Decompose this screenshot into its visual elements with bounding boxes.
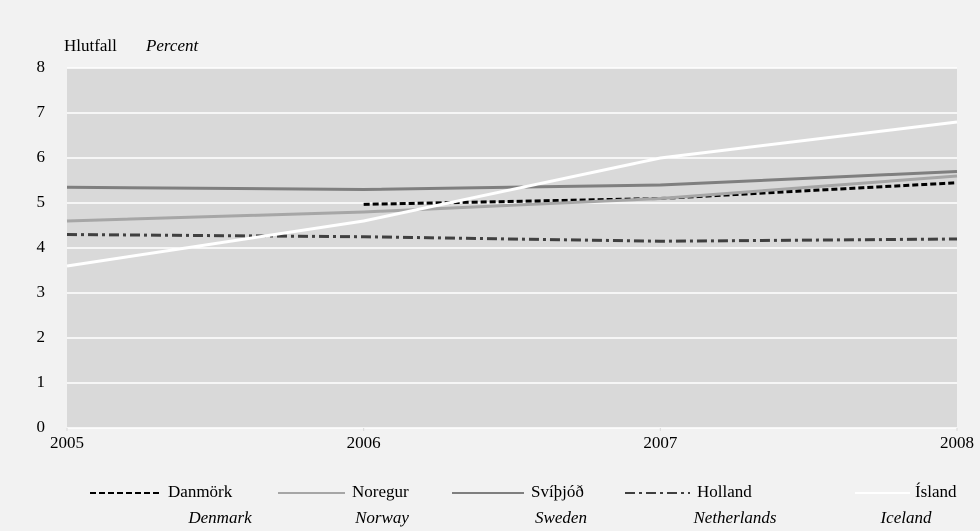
x-tick-label: 2006 (347, 433, 381, 452)
series-line (66, 233, 958, 243)
y-tick-label: 2 (37, 327, 46, 346)
y-tick-label: 6 (37, 147, 46, 166)
y-tick-label: 5 (37, 192, 46, 211)
series-line (66, 174, 958, 223)
legend-label-en: Sweden (535, 508, 587, 527)
legend-label-en: Iceland (880, 508, 932, 527)
legend-label: Danmörk (168, 482, 233, 501)
legend-label: Noregur (352, 482, 409, 501)
y-tick-label: 1 (37, 372, 46, 391)
series-line (66, 120, 958, 268)
y-tick-label: 0 (37, 417, 46, 436)
y-axis-label-en: Percent (145, 36, 200, 55)
x-tick-label: 2008 (940, 433, 974, 452)
legend-label-en: Norway (354, 508, 409, 527)
x-tick-label: 2007 (643, 433, 678, 452)
legend-label: Svíþjóð (531, 482, 584, 501)
series-line (66, 170, 958, 192)
y-tick-label: 8 (37, 57, 46, 76)
legend-label-en: Denmark (187, 508, 252, 527)
y-tick-label: 3 (37, 282, 46, 301)
y-axis-label: Hlutfall (64, 36, 117, 55)
y-tick-label: 7 (37, 102, 46, 121)
legend-label: Holland (697, 482, 752, 501)
legend-label: Ísland (915, 482, 957, 501)
legend-label-en: Netherlands (692, 508, 776, 527)
x-tick-label: 2005 (50, 433, 84, 452)
y-tick-label: 4 (37, 237, 46, 256)
